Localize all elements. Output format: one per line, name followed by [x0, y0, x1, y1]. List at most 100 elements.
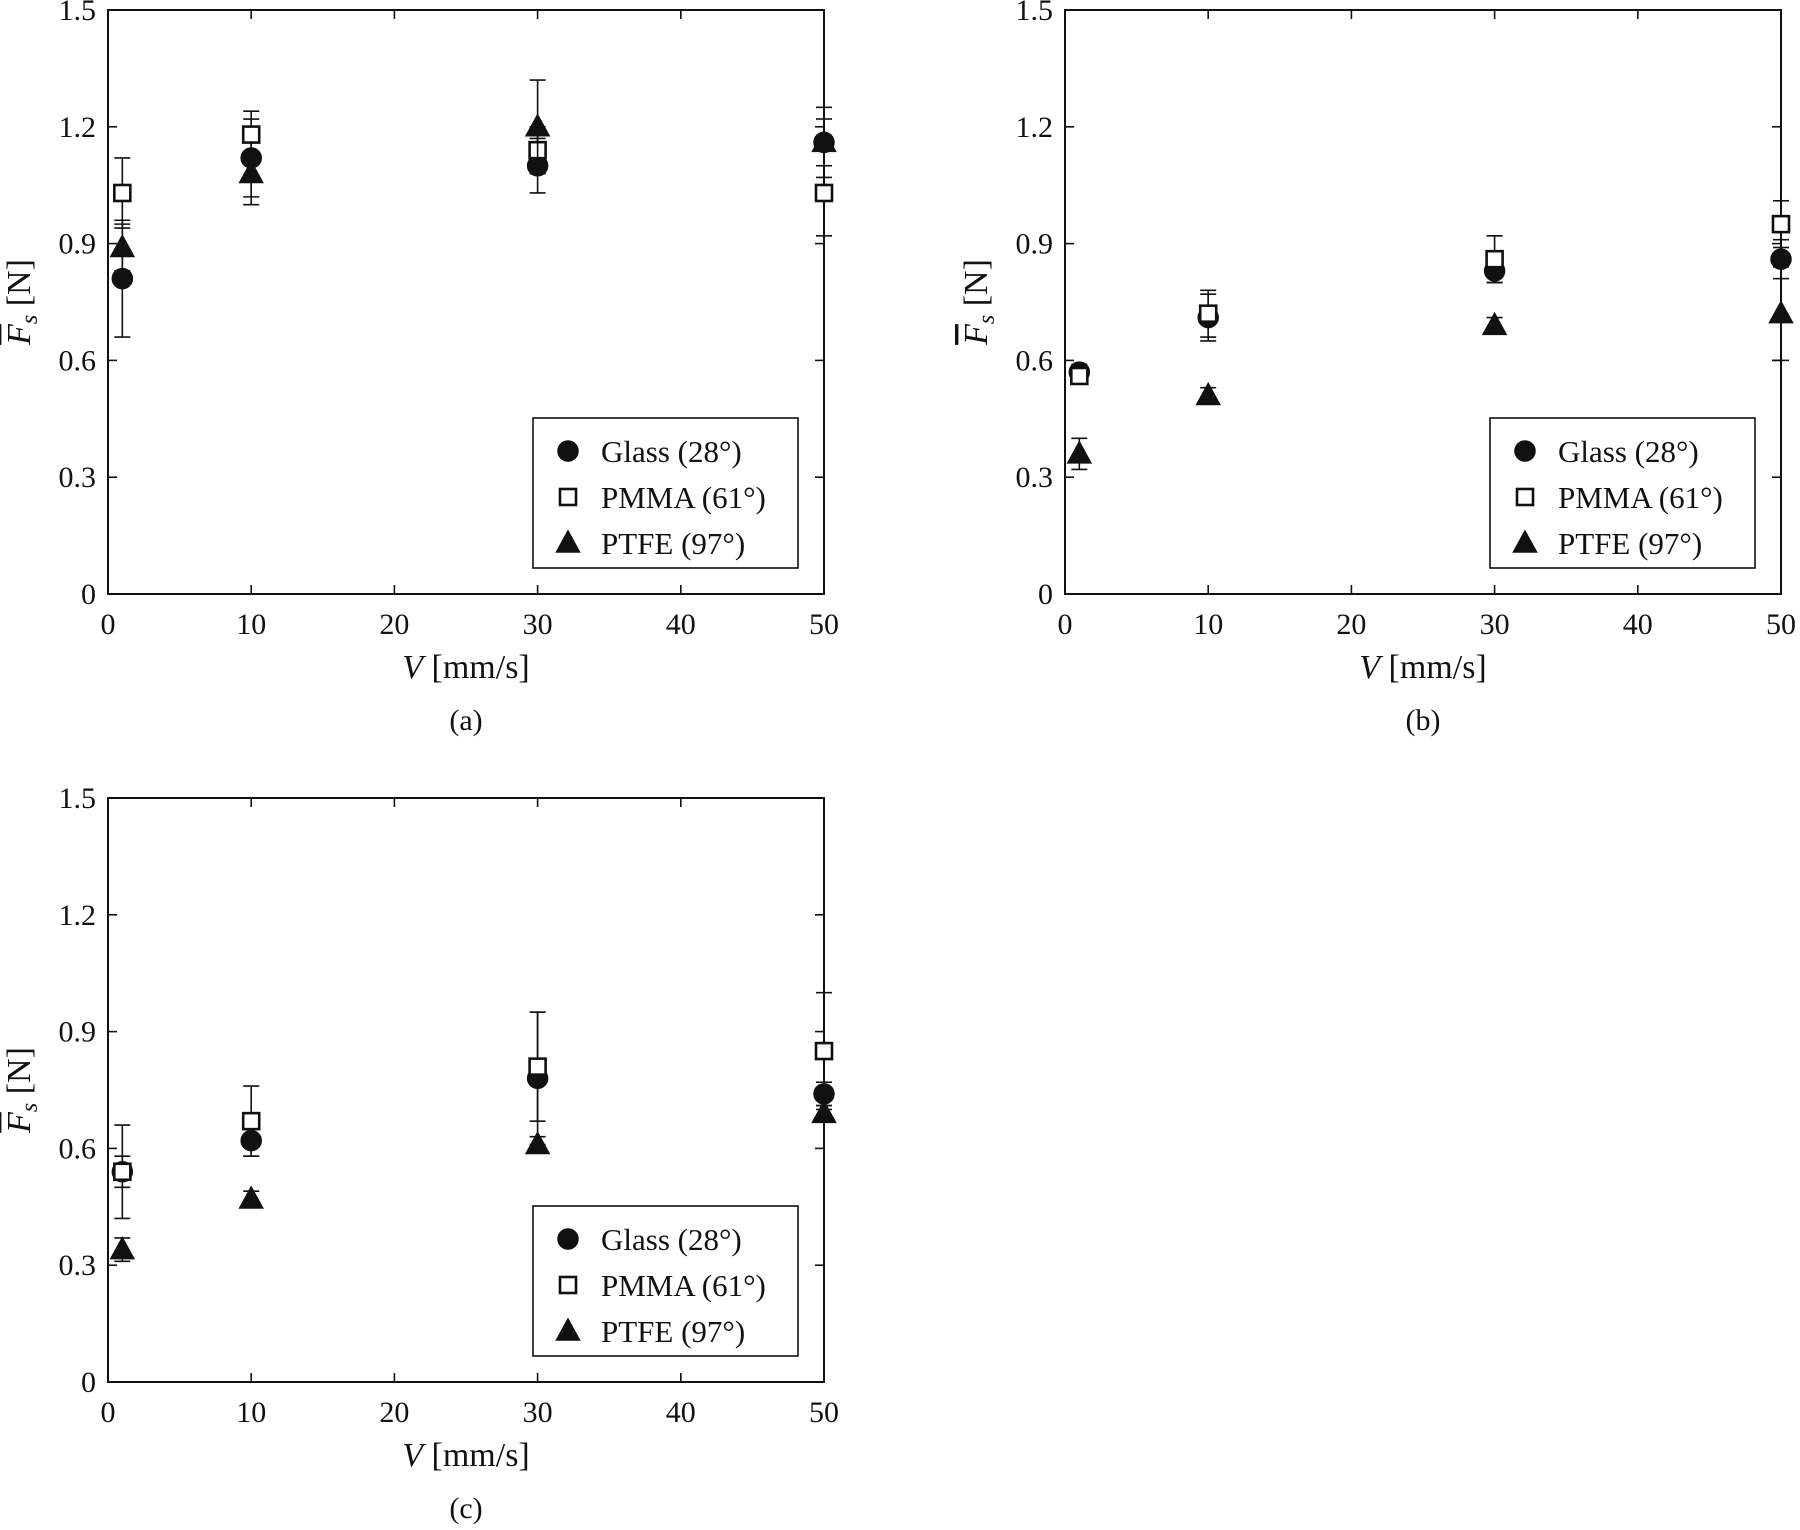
- data-point-triangle-filled: [811, 128, 837, 153]
- panel-c: 0 10 20 30 40 50 0 0.3 0.6 0.9 1.2 1.5 V [mm/s] Fs [N…: [1, 782, 839, 1525]
- legend-label: PMMA (61°): [601, 480, 766, 515]
- x-tick-label: 10: [236, 608, 266, 641]
- panel-caption: (c): [449, 1492, 482, 1525]
- data-point-square-open: [1485, 249, 1504, 269]
- y-tick-label: 0.9: [59, 1016, 97, 1049]
- data-point-triangle-filled: [238, 159, 264, 184]
- y-tick-label: 1.5: [59, 0, 97, 27]
- series-triangle-filled: [109, 79, 837, 272]
- legend: Glass (28°) PMMA (61°) PTFE (97°): [532, 417, 799, 569]
- y-tick-label: 0.9: [1016, 228, 1054, 261]
- series-triangle-filled: [109, 1099, 837, 1263]
- series-circle-filled: [111, 106, 835, 338]
- y-tick-label: 1.2: [59, 111, 97, 144]
- legend-marker-circle-filled: [557, 440, 579, 462]
- legend-marker-triangle-filled: [1512, 529, 1538, 553]
- y-tick-label: 0.6: [1016, 344, 1054, 377]
- legend-label: PMMA (61°): [1558, 480, 1723, 515]
- y-axis-unit: [N]: [1, 259, 38, 315]
- data-point-square-open: [241, 125, 261, 144]
- legend-marker-triangle-filled: [555, 1317, 581, 1341]
- series-triangle-filled: [1066, 266, 1794, 471]
- data-point-triangle-filled: [1066, 440, 1093, 464]
- series-circle-filled: [111, 1011, 835, 1189]
- x-tick-label: 20: [379, 608, 409, 641]
- y-tick-label: 0.6: [59, 344, 97, 377]
- y-tick-label: 1.5: [59, 782, 97, 815]
- legend-label: PTFE (97°): [601, 526, 745, 561]
- x-tick-label: 30: [1480, 608, 1510, 641]
- y-axis-subscript: s: [17, 1103, 43, 1112]
- data-point-square-open: [814, 1041, 834, 1061]
- y-axis-variable: F: [958, 323, 995, 346]
- x-tick-label: 20: [379, 1396, 409, 1429]
- y-tick-label: 0.3: [59, 1249, 97, 1282]
- legend-marker-square-open: [558, 1275, 578, 1295]
- x-axis-label: V [mm/s]: [402, 1437, 530, 1474]
- data-point-triangle-filled: [109, 233, 136, 258]
- legend: Glass (28°) PMMA (61°) PTFE (97°): [532, 1205, 799, 1357]
- series-square-open: [113, 110, 834, 237]
- x-axis-label: V [mm/s]: [402, 649, 530, 686]
- legend-label: PMMA (61°): [601, 1268, 766, 1303]
- x-tick-label: 30: [523, 608, 553, 641]
- data-point-triangle-filled: [109, 1236, 136, 1260]
- y-tick-label: 0.6: [59, 1132, 97, 1165]
- legend-label: PTFE (97°): [601, 1314, 745, 1349]
- x-tick-label: 40: [666, 608, 696, 641]
- data-point-triangle-filled: [1195, 381, 1221, 406]
- data-point-square-open: [1771, 214, 1791, 234]
- x-tick-label: 30: [523, 1396, 553, 1429]
- legend: Glass (28°) PMMA (61°) PTFE (97°): [1489, 417, 1756, 569]
- x-tick-label: 50: [809, 1396, 839, 1429]
- y-tick-label: 0.3: [1016, 461, 1054, 494]
- y-axis-label: Fs [N]: [1, 1047, 43, 1134]
- data-point-square-open: [1070, 366, 1089, 386]
- panel-caption: (a): [449, 704, 482, 737]
- y-axis-unit: [N]: [958, 259, 995, 315]
- data-point-triangle-filled: [238, 1185, 264, 1209]
- y-tick-label: 1.2: [59, 899, 97, 932]
- x-tick-label: 40: [1623, 608, 1653, 641]
- data-point-square-open: [241, 1111, 261, 1131]
- y-tick-label: 0.3: [59, 461, 97, 494]
- data-point-square-open: [528, 1057, 547, 1076]
- data-point-triangle-filled: [1481, 311, 1508, 336]
- panel-caption: (b): [1406, 704, 1441, 737]
- x-axis-unit: [mm/s]: [423, 649, 530, 686]
- legend-label: Glass (28°): [1558, 434, 1699, 469]
- y-tick-label: 0: [81, 578, 96, 611]
- y-axis-label: Fs [N]: [1, 259, 43, 346]
- data-point-square-open: [1198, 304, 1218, 323]
- x-tick-label: 0: [101, 1396, 116, 1429]
- y-axis-variable: F: [1, 323, 38, 346]
- data-point-square-open: [113, 1162, 132, 1182]
- panel-a: 0 10 20 30 40 50 0 0.3 0.6 0.9 1.2 1.5 V [mm/s] Fs [N…: [1, 0, 839, 737]
- panel-b: 0 10 20 30 40 50 0 0.3 0.6 0.9 1.2 1.5 V [mm/s] Fs [N…: [958, 0, 1796, 737]
- y-tick-label: 0.9: [59, 228, 97, 261]
- x-tick-label: 0: [1058, 608, 1073, 641]
- x-tick-label: 10: [1193, 608, 1223, 641]
- x-tick-label: 20: [1336, 608, 1366, 641]
- y-tick-label: 1.2: [1016, 111, 1054, 144]
- legend-label: Glass (28°): [601, 1222, 742, 1257]
- x-tick-label: 50: [809, 608, 839, 641]
- x-axis-unit: [mm/s]: [1380, 649, 1487, 686]
- y-axis-unit: [N]: [1, 1047, 38, 1103]
- y-axis-subscript: s: [17, 315, 43, 324]
- y-axis-label: Fs [N]: [958, 259, 1000, 346]
- x-tick-label: 40: [666, 1396, 696, 1429]
- y-tick-label: 1.5: [1016, 0, 1054, 27]
- data-point-square-open: [814, 183, 834, 203]
- legend-marker-square-open: [558, 487, 578, 507]
- y-tick-label: 0: [81, 1366, 96, 1399]
- data-point-triangle-filled: [1768, 300, 1794, 324]
- x-tick-label: 10: [236, 1396, 266, 1429]
- data-point-square-open: [113, 183, 132, 203]
- data-point-triangle-filled: [524, 113, 551, 137]
- x-axis-unit: [mm/s]: [423, 1437, 530, 1474]
- x-axis-label: V [mm/s]: [1359, 649, 1487, 686]
- x-tick-label: 50: [1766, 608, 1796, 641]
- y-axis-variable: F: [1, 1111, 38, 1134]
